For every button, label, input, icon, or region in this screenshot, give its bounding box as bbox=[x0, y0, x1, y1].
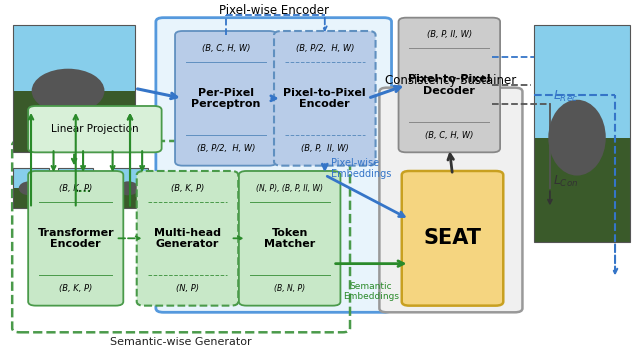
Text: Token
Matcher: Token Matcher bbox=[264, 228, 316, 249]
Text: SEAT: SEAT bbox=[424, 228, 481, 248]
Ellipse shape bbox=[31, 69, 104, 113]
Text: Pixel-to-Pixel
Decoder: Pixel-to-Pixel Decoder bbox=[408, 74, 491, 96]
Text: Consistency Sustainer: Consistency Sustainer bbox=[385, 74, 516, 87]
Ellipse shape bbox=[118, 181, 139, 195]
FancyBboxPatch shape bbox=[28, 171, 124, 306]
FancyBboxPatch shape bbox=[137, 171, 238, 306]
FancyBboxPatch shape bbox=[28, 106, 162, 152]
Ellipse shape bbox=[548, 100, 606, 176]
Text: (N, P): (N, P) bbox=[176, 284, 199, 293]
Text: (B, N, P): (B, N, P) bbox=[274, 284, 305, 293]
Text: Transformer
Encoder: Transformer Encoder bbox=[37, 228, 114, 249]
Text: Pixel-wise
Embeddings: Pixel-wise Embeddings bbox=[331, 158, 392, 179]
Text: Semantic
Embeddings: Semantic Embeddings bbox=[343, 282, 399, 302]
Bar bbox=[58, 168, 93, 208]
Text: (B, P/2,  H, W): (B, P/2, H, W) bbox=[296, 44, 354, 53]
Text: Pixel-to-Pixel
Encoder: Pixel-to-Pixel Encoder bbox=[284, 87, 366, 109]
Bar bbox=[13, 91, 135, 152]
Bar bbox=[13, 25, 135, 91]
Bar bbox=[113, 168, 148, 188]
Text: Pixel-wise Encoder: Pixel-wise Encoder bbox=[219, 4, 329, 17]
FancyBboxPatch shape bbox=[380, 88, 522, 312]
Bar bbox=[13, 168, 49, 208]
Ellipse shape bbox=[63, 181, 84, 195]
Text: Multi-head
Generator: Multi-head Generator bbox=[154, 228, 221, 249]
Bar bbox=[113, 168, 148, 208]
Text: $L_{Rec}$: $L_{Rec}$ bbox=[553, 89, 578, 104]
Bar bbox=[13, 168, 49, 188]
Text: Linear Projection: Linear Projection bbox=[51, 124, 139, 134]
FancyBboxPatch shape bbox=[402, 171, 503, 306]
Bar bbox=[534, 138, 630, 242]
Text: (B, K, P): (B, K, P) bbox=[171, 184, 204, 193]
Text: Semantic-wise Generator: Semantic-wise Generator bbox=[110, 337, 252, 347]
FancyBboxPatch shape bbox=[274, 31, 376, 166]
Bar bbox=[58, 168, 93, 188]
Bar bbox=[113, 188, 148, 208]
Bar bbox=[534, 25, 630, 138]
Ellipse shape bbox=[19, 181, 40, 195]
FancyBboxPatch shape bbox=[399, 18, 500, 152]
Text: (B, P, II, W): (B, P, II, W) bbox=[427, 31, 472, 40]
Text: (B, P,  II, W): (B, P, II, W) bbox=[301, 144, 349, 153]
Text: ....: .... bbox=[76, 184, 92, 194]
Text: (B, C, H, W): (B, C, H, W) bbox=[425, 130, 474, 139]
Text: (B, C, H, W): (B, C, H, W) bbox=[202, 44, 250, 53]
Bar bbox=[13, 188, 49, 208]
Text: (B, K, P): (B, K, P) bbox=[59, 184, 92, 193]
Text: (B, K, P): (B, K, P) bbox=[59, 284, 92, 293]
Text: Per-Pixel
Perceptron: Per-Pixel Perceptron bbox=[191, 87, 260, 109]
FancyBboxPatch shape bbox=[156, 18, 392, 312]
FancyBboxPatch shape bbox=[239, 171, 340, 306]
FancyBboxPatch shape bbox=[175, 31, 276, 166]
Bar bbox=[534, 25, 630, 242]
Text: $L_{Con}$: $L_{Con}$ bbox=[553, 174, 579, 189]
Bar bbox=[13, 25, 135, 152]
Text: (N, P), (B, P, II, W): (N, P), (B, P, II, W) bbox=[256, 184, 323, 193]
Bar bbox=[58, 188, 93, 208]
Text: (B, P/2,  H, W): (B, P/2, H, W) bbox=[196, 144, 255, 153]
